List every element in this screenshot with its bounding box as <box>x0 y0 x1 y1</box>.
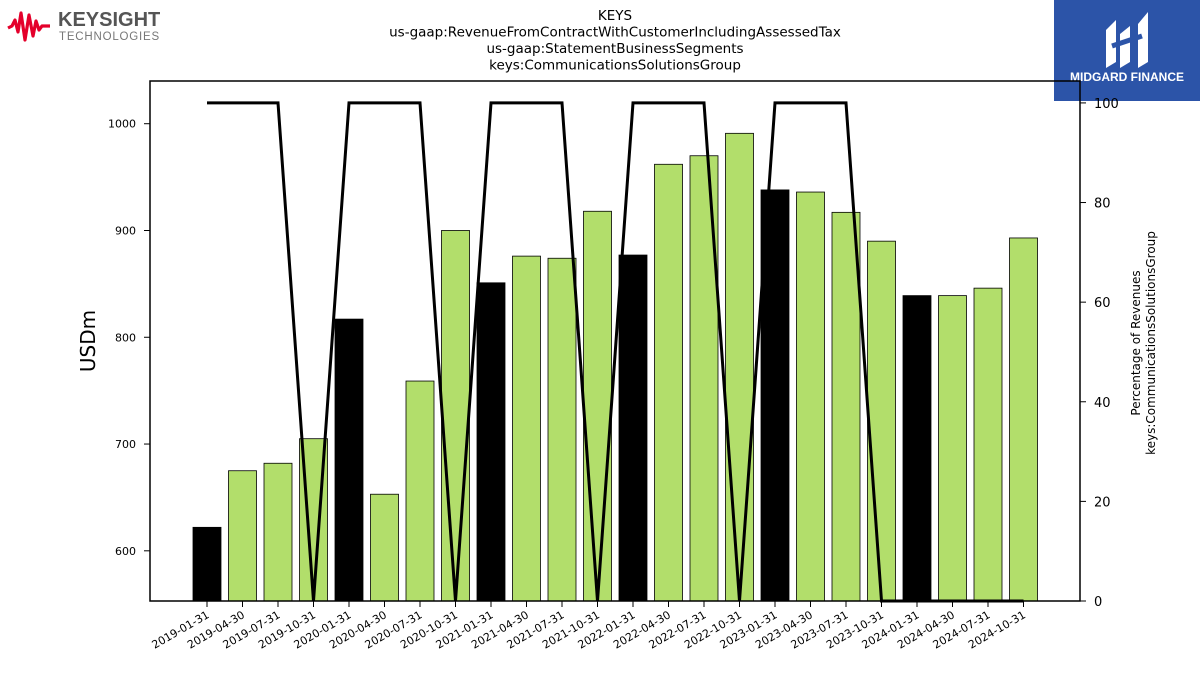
y-right-tick-label: 20 <box>1094 495 1111 510</box>
bar <box>370 493 399 602</box>
bar <box>1009 237 1038 602</box>
bar-series <box>192 132 1038 602</box>
bar <box>725 132 754 602</box>
chart-title: KEYSus-gaap:RevenueFromContractWithCusto… <box>389 8 841 74</box>
bar <box>973 287 1003 602</box>
keysight-name: KEYSIGHT <box>58 9 160 31</box>
bar <box>938 295 967 602</box>
bar <box>760 189 790 602</box>
bar <box>476 282 506 602</box>
y-axis-right: 0 20 40 60 80 100 <box>1080 97 1119 610</box>
y-axis-right-label: Percentage of Revenues keys:Communication… <box>1129 231 1158 455</box>
y-tick-label: 600 <box>115 545 136 558</box>
y-right-tick-label: 60 <box>1094 296 1111 311</box>
y-right-tick-label: 0 <box>1094 595 1102 610</box>
bar <box>654 163 683 602</box>
bar <box>263 462 293 602</box>
midgard-name: MIDGARD FINANCE <box>1070 70 1184 84</box>
bar <box>796 191 825 602</box>
x-axis: 2019-01-312019-04-302019-07-312019-10-31… <box>150 601 1028 652</box>
chart-title-line: us-gaap:RevenueFromContractWithCustomerI… <box>389 25 841 41</box>
bar <box>547 257 577 602</box>
y-axis-label: USDm <box>76 310 100 372</box>
y-right-tick-label: 80 <box>1094 197 1111 212</box>
y-tick-label: 1000 <box>108 118 136 131</box>
midgard-mark-icon: MIDGARD FINANCE <box>1070 12 1184 84</box>
keysight-sub: TECHNOLOGIES <box>59 31 160 43</box>
y-right-tick-label: 40 <box>1094 396 1111 411</box>
chart-title-line: KEYS <box>598 8 632 24</box>
chart-title-line: keys:CommunicationsSolutionsGroup <box>489 58 741 74</box>
keysight-logo: KEYSIGHT TECHNOLOGIES <box>7 9 160 43</box>
bar <box>618 254 648 602</box>
bar <box>583 210 612 602</box>
bar <box>831 211 861 602</box>
bar <box>441 230 470 602</box>
y-right-label-line: Percentage of Revenues <box>1129 270 1143 415</box>
bar <box>902 295 932 602</box>
plot-frame <box>149 80 1081 602</box>
midgard-logo: MIDGARD FINANCE <box>1054 0 1200 101</box>
y-right-label-line: keys:CommunicationsSolutionsGroup <box>1144 231 1158 455</box>
keysight-wave-icon <box>7 11 50 42</box>
y-tick-label: 800 <box>115 331 136 344</box>
bar <box>192 526 222 602</box>
percentage-line <box>207 101 1024 603</box>
chart-title-line: us-gaap:StatementBusinessSegments <box>486 41 743 57</box>
bar <box>228 470 257 602</box>
bar <box>405 380 435 602</box>
bar <box>867 240 896 602</box>
bar <box>512 255 541 602</box>
y-tick-label: 700 <box>115 438 136 451</box>
bar <box>334 318 364 602</box>
y-axis-left: 600 700 800 900 1000 <box>108 118 150 558</box>
y-tick-label: 900 <box>115 224 136 237</box>
y-right-tick-label: 100 <box>1094 97 1119 112</box>
